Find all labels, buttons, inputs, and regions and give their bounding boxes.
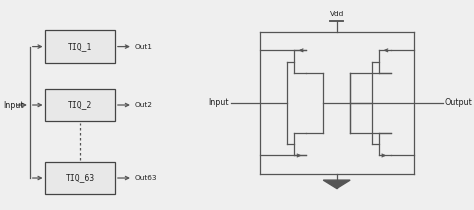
- Text: Input: Input: [3, 101, 23, 109]
- Text: TIQ_63: TIQ_63: [65, 173, 95, 182]
- Text: Out2: Out2: [134, 102, 152, 108]
- Text: Out1: Out1: [134, 44, 152, 50]
- Text: Input: Input: [208, 98, 228, 107]
- Text: TIQ_2: TIQ_2: [68, 101, 92, 109]
- Text: Output: Output: [445, 98, 473, 107]
- FancyBboxPatch shape: [46, 30, 115, 63]
- FancyBboxPatch shape: [46, 162, 115, 194]
- Text: TIQ_1: TIQ_1: [68, 42, 92, 51]
- Text: Vdd: Vdd: [329, 11, 344, 17]
- Text: Out63: Out63: [134, 175, 157, 181]
- Polygon shape: [323, 180, 350, 188]
- FancyBboxPatch shape: [46, 89, 115, 121]
